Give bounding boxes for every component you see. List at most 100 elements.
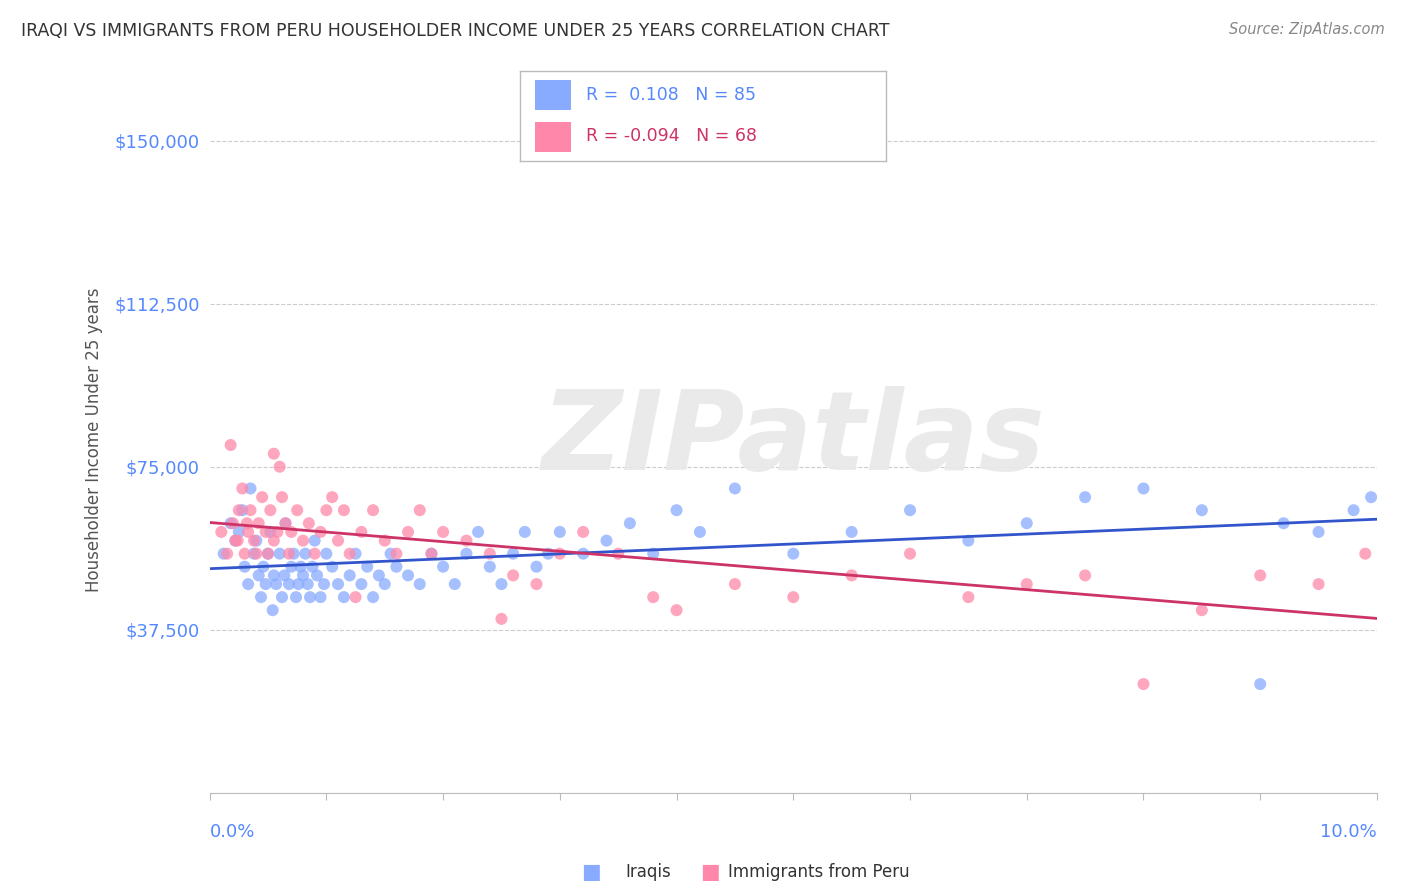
- Point: [231, 503, 253, 517]
- Point: [217, 547, 239, 561]
- Point: [643, 590, 665, 604]
- Point: [898, 503, 921, 517]
- Point: [257, 547, 280, 561]
- Point: [262, 603, 284, 617]
- Point: [326, 533, 349, 548]
- Point: [643, 547, 665, 561]
- Point: [502, 568, 524, 582]
- Point: [239, 503, 262, 517]
- Point: [513, 524, 536, 539]
- Point: [409, 577, 432, 591]
- Point: [298, 590, 321, 604]
- Point: [1074, 568, 1097, 582]
- Point: [239, 482, 262, 496]
- Point: [321, 559, 343, 574]
- Point: [467, 524, 489, 539]
- Point: [297, 577, 319, 591]
- Point: [292, 533, 315, 548]
- Point: [380, 547, 402, 561]
- Point: [491, 577, 513, 591]
- Point: [1191, 603, 1213, 617]
- Point: [212, 547, 235, 561]
- Point: [326, 577, 349, 591]
- Point: [259, 524, 281, 539]
- Text: Iraqis: Iraqis: [626, 863, 672, 881]
- Text: ■: ■: [581, 863, 600, 882]
- Point: [263, 568, 285, 582]
- Point: [478, 559, 501, 574]
- Point: [385, 547, 408, 561]
- Point: [367, 568, 389, 582]
- Text: Immigrants from Peru: Immigrants from Peru: [728, 863, 910, 881]
- Text: R =  0.108   N = 85: R = 0.108 N = 85: [586, 87, 756, 104]
- Point: [315, 503, 337, 517]
- Point: [278, 547, 301, 561]
- Point: [619, 516, 641, 531]
- Point: [491, 612, 513, 626]
- Point: [1360, 490, 1382, 504]
- Point: [396, 568, 419, 582]
- Point: [243, 547, 266, 561]
- Point: [782, 590, 804, 604]
- Point: [361, 503, 384, 517]
- Point: [236, 516, 259, 531]
- Text: ■: ■: [700, 863, 720, 882]
- Point: [595, 533, 617, 548]
- Point: [278, 577, 301, 591]
- Point: [222, 516, 245, 531]
- Point: [396, 524, 419, 539]
- Point: [420, 547, 443, 561]
- Point: [243, 533, 266, 548]
- Point: [263, 447, 285, 461]
- Point: [432, 559, 454, 574]
- Point: [285, 503, 308, 517]
- Text: R = -0.094   N = 68: R = -0.094 N = 68: [586, 128, 756, 145]
- Point: [361, 590, 384, 604]
- Point: [374, 577, 396, 591]
- Point: [271, 490, 294, 504]
- Point: [356, 559, 378, 574]
- Point: [304, 533, 326, 548]
- Point: [219, 438, 242, 452]
- Point: [665, 503, 688, 517]
- Point: [350, 577, 373, 591]
- Point: [321, 490, 343, 504]
- Point: [264, 577, 287, 591]
- Point: [724, 577, 747, 591]
- Point: [245, 533, 267, 548]
- Y-axis label: Householder Income Under 25 years: Householder Income Under 25 years: [86, 287, 103, 591]
- Point: [224, 533, 246, 548]
- Point: [385, 559, 408, 574]
- Point: [548, 524, 571, 539]
- Point: [456, 547, 478, 561]
- Point: [269, 459, 291, 474]
- Point: [607, 547, 630, 561]
- Point: [1343, 503, 1365, 517]
- Point: [226, 533, 249, 548]
- Point: [432, 524, 454, 539]
- Point: [273, 568, 295, 582]
- Point: [665, 603, 688, 617]
- Text: 10.0%: 10.0%: [1320, 823, 1376, 841]
- Point: [1354, 547, 1376, 561]
- Point: [250, 590, 273, 604]
- Point: [287, 577, 309, 591]
- Point: [1272, 516, 1295, 531]
- Point: [957, 590, 980, 604]
- Point: [252, 559, 274, 574]
- Point: [478, 547, 501, 561]
- Point: [269, 547, 291, 561]
- Point: [1132, 482, 1154, 496]
- Point: [502, 547, 524, 561]
- Point: [572, 547, 595, 561]
- Point: [1015, 577, 1038, 591]
- Text: ZIPatlas: ZIPatlas: [541, 386, 1045, 493]
- Point: [350, 524, 373, 539]
- Point: [333, 590, 356, 604]
- Point: [301, 559, 323, 574]
- Point: [689, 524, 711, 539]
- Point: [224, 533, 246, 548]
- Point: [245, 547, 267, 561]
- Point: [315, 547, 337, 561]
- Point: [247, 568, 270, 582]
